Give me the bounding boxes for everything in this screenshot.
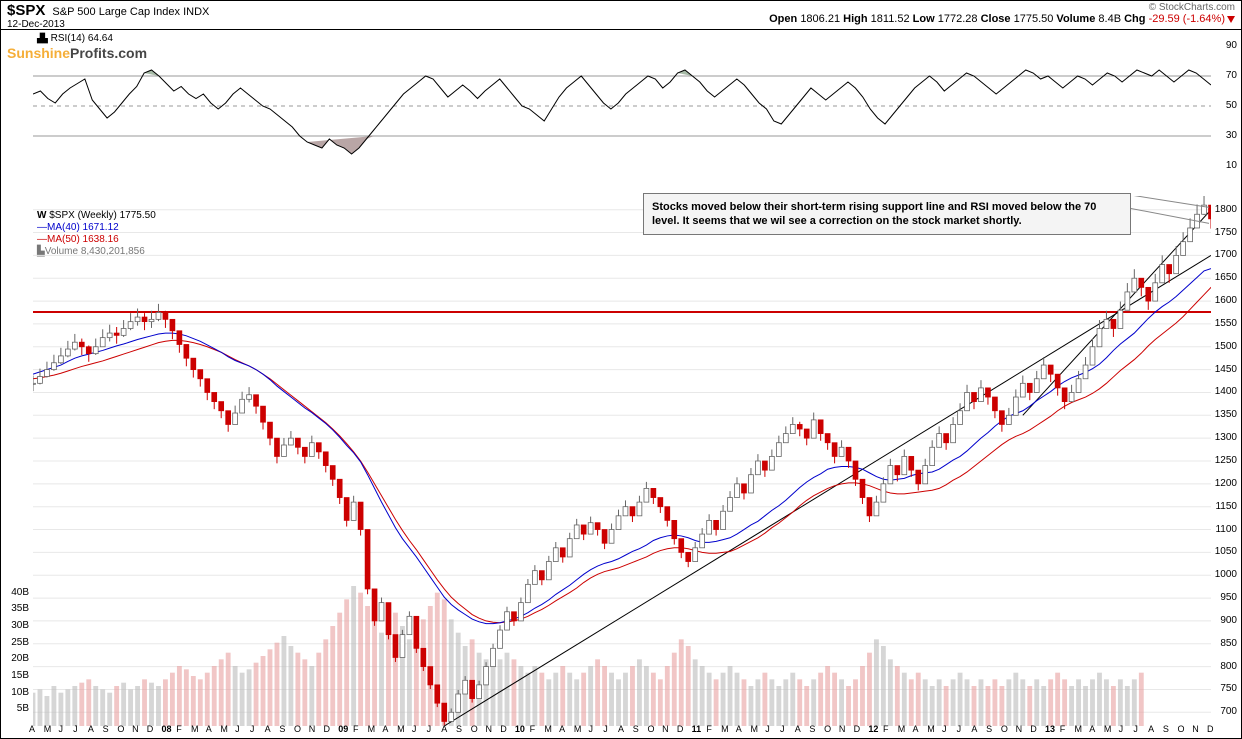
close-value: 1775.50 — [1014, 13, 1054, 25]
volume-label: Volume — [1056, 13, 1095, 25]
ticker-description: S&P 500 Large Cap Index INDX — [52, 6, 209, 18]
rsi-panel: ▟▙ RSI(14) 64.64 1030507090 — [33, 31, 1209, 181]
header-right: © StockCharts.com Open 1806.21 High 1811… — [769, 2, 1235, 25]
open-value: 1806.21 — [800, 13, 840, 25]
price-panel: W $SPX (Weekly) 1775.50 —MA(40) 1671.12 … — [33, 196, 1209, 726]
annotation-callout: Stocks moved below their short-term risi… — [643, 193, 1131, 235]
time-axis: AMJJASOND08FMAMJJASOND09FMAMJJASOND10FMA… — [33, 724, 1209, 736]
close-label: Close — [981, 13, 1011, 25]
ticker-symbol: $SPX — [7, 2, 45, 19]
rsi-chart-svg — [33, 31, 1211, 181]
stock-chart-frame: $SPX S&P 500 Large Cap Index INDX 12-Dec… — [0, 0, 1242, 739]
down-arrow-icon — [1227, 16, 1235, 23]
high-value: 1811.52 — [871, 13, 910, 25]
chart-date: 12-Dec-2013 — [7, 19, 209, 30]
chg-label: Chg — [1124, 13, 1145, 25]
ohlc-line: Open 1806.21 High 1811.52 Low 1772.28 Cl… — [769, 13, 1235, 25]
high-label: High — [843, 13, 867, 25]
attribution: © StockCharts.com — [769, 2, 1235, 13]
open-label: Open — [769, 13, 797, 25]
volume-value: 8.4B — [1098, 13, 1121, 25]
chg-value: -29.59 (-1.64%) — [1149, 13, 1225, 25]
annotation-text: Stocks moved below their short-term risi… — [652, 201, 1096, 227]
low-label: Low — [913, 13, 935, 25]
header-left: $SPX S&P 500 Large Cap Index INDX 12-Dec… — [7, 2, 209, 30]
chart-header: $SPX S&P 500 Large Cap Index INDX 12-Dec… — [1, 1, 1241, 30]
low-value: 1772.28 — [938, 13, 978, 25]
price-chart-svg — [33, 196, 1211, 726]
